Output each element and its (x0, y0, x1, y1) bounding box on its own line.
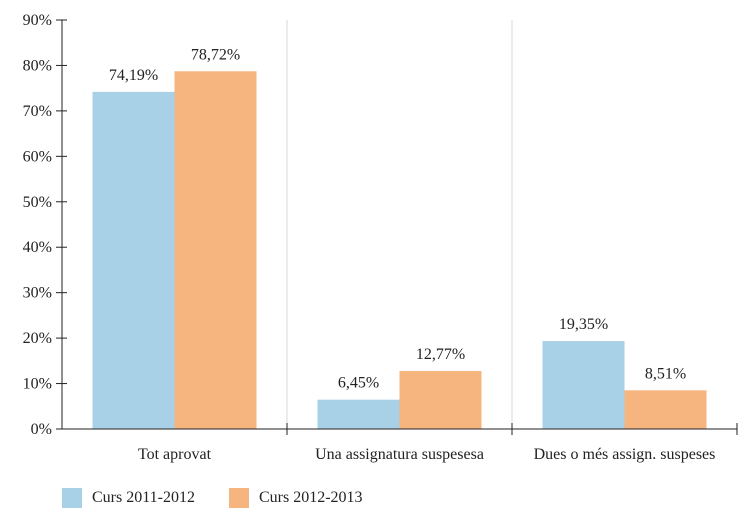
bars (92, 71, 707, 430)
data-label: 19,35% (559, 316, 608, 333)
y-tick-label: 70% (23, 103, 52, 120)
grid-lines (286, 20, 513, 429)
legend: Curs 2011-2012 Curs 2012-2013 (62, 488, 397, 508)
bar (174, 71, 257, 430)
y-tick-label: 20% (23, 330, 52, 347)
legend-label-series-2: Curs 2012-2013 (258, 489, 363, 506)
data-label: 6,45% (338, 375, 379, 392)
y-tick-label: 0% (31, 421, 52, 438)
legend-label-series-1: Curs 2011-2012 (92, 489, 195, 506)
y-tick-label: 40% (23, 239, 52, 256)
data-label: 8,51% (645, 365, 686, 382)
bar (399, 370, 482, 429)
data-label: 78,72% (191, 46, 240, 63)
y-tick-label: 50% (23, 194, 52, 211)
legend-swatch-series-2 (228, 488, 249, 508)
y-tick-label: 10% (23, 376, 52, 393)
x-tick-label: Una assignatura suspesesa (315, 446, 484, 463)
x-tick-label: Dues o més assign. suspeses (534, 446, 716, 463)
axes (56, 19, 738, 435)
legend-item-series-1: Curs 2011-2012 (62, 488, 195, 508)
data-label: 12,77% (416, 346, 465, 363)
legend-item-series-2: Curs 2012-2013 (228, 488, 363, 508)
bar (317, 399, 400, 429)
y-tick-label: 30% (23, 285, 52, 302)
y-tick-label: 80% (23, 57, 52, 74)
bar (542, 341, 625, 429)
bar (92, 91, 175, 430)
labels: 74,19% 6,45% 19,35% 78,72% 12,77% 8,51% 0% 10% 2… (23, 12, 716, 463)
y-tick-label: 90% (23, 12, 52, 29)
x-tick-label: Tot aprovat (138, 446, 212, 463)
y-tick-label: 60% (23, 148, 52, 165)
bar-chart: 74,19% 6,45% 19,35% 78,72% 12,77% 8,51% 0% 10% 2… (23, 12, 738, 463)
legend-swatch-series-1 (62, 488, 82, 508)
bar (624, 390, 707, 429)
data-label: 74,19% (109, 67, 158, 84)
